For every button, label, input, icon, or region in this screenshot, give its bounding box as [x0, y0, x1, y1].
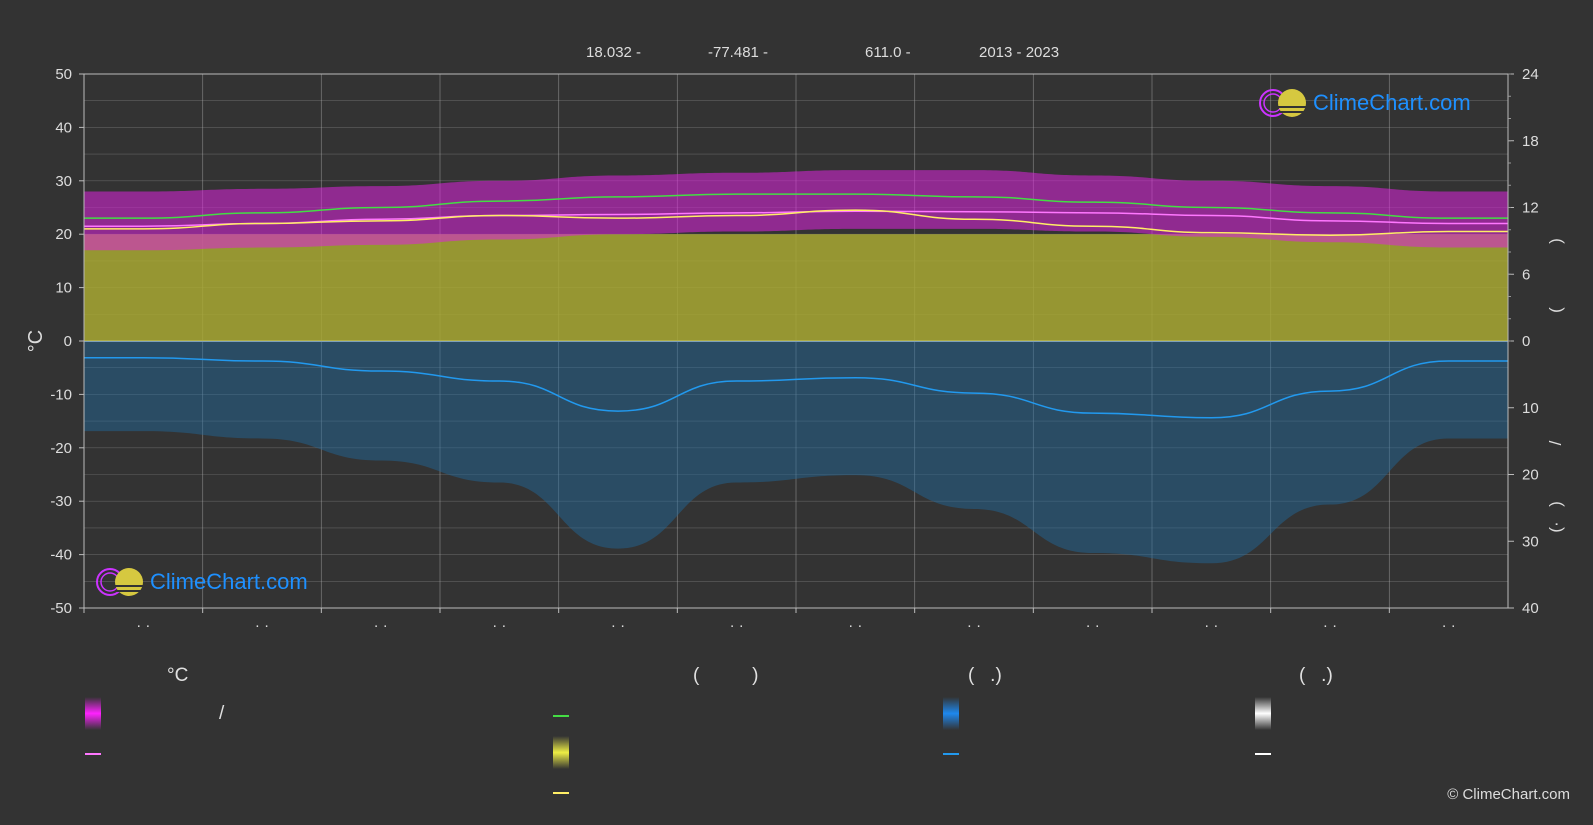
month-label: · ·: [848, 617, 862, 634]
left-tick-label: -20: [50, 440, 72, 457]
sunshine-line: [84, 209, 1508, 237]
right-axis-label: /: [1546, 440, 1565, 445]
max-temp-line: [84, 193, 1508, 219]
left-tick-label: -40: [50, 547, 72, 564]
right-bottom-tick-label: 20: [1522, 467, 1539, 484]
logo-text: ClimeChart.com: [1313, 90, 1471, 115]
copyright[interactable]: © ClimeChart.com: [1447, 786, 1570, 803]
legend-snow-swatch: [1255, 697, 1271, 730]
right-bottom-tick-label: 40: [1522, 600, 1539, 617]
left-tick-label: 0: [64, 333, 72, 350]
right-top-tick-label: 12: [1522, 200, 1539, 217]
logo-top[interactable]: ClimeChart.com: [1258, 86, 1488, 120]
right-bottom-tick-label: 30: [1522, 533, 1539, 550]
logo-icon: [1259, 89, 1306, 117]
month-label: · ·: [136, 617, 150, 634]
left-tick-label: 10: [55, 280, 72, 297]
right-top-tick-label: 0: [1522, 333, 1530, 350]
month-label: · ·: [730, 617, 744, 634]
right-axis-label: ): [1546, 238, 1565, 244]
month-label: · ·: [1086, 617, 1100, 634]
month-label: · ·: [611, 617, 625, 634]
month-label: · ·: [1204, 617, 1218, 634]
month-label: · ·: [374, 617, 388, 634]
data-bands: [84, 170, 1508, 564]
chart-axes: 50 40 30 20 10 0 -10 -20 -30 -40 -50 °C 24 18 12 6 0 10 20…: [25, 66, 1565, 634]
header-latitude: 18.032 -: [586, 44, 642, 61]
legend-sunshine-swatch: [553, 736, 569, 769]
right-axis-label: (·: [1546, 521, 1565, 532]
right-top-tick-label: 24: [1522, 66, 1539, 83]
legend-temp-heading: °C: [167, 665, 189, 686]
right-top-tick-label: 18: [1522, 133, 1539, 150]
header-years: 2013 - 2023: [979, 44, 1060, 61]
header-elevation: 611.0 -: [865, 44, 911, 61]
left-tick-label: -30: [50, 493, 72, 510]
temperature-range-band: [84, 170, 1508, 251]
month-label: · ·: [1323, 617, 1337, 634]
legend-sun-heading: ( ): [693, 665, 759, 686]
precipitation-band: [84, 341, 1508, 564]
legend-snow-heading: ( .): [1299, 665, 1333, 686]
left-axis-label: °C: [25, 330, 47, 352]
logo-text: ClimeChart.com: [150, 569, 308, 594]
left-tick-label: -50: [50, 600, 72, 617]
legend-swatches: [85, 697, 1271, 794]
logo-bottom[interactable]: ClimeChart.com: [95, 565, 325, 599]
precipitation-line: [83, 356, 1508, 419]
header-longitude: -77.481 -: [708, 44, 769, 61]
legend-rain-swatch: [943, 697, 959, 730]
right-top-tick-label: 6: [1522, 266, 1530, 283]
month-label: · ·: [1442, 617, 1456, 634]
month-label: · ·: [967, 617, 981, 634]
left-tick-label: 40: [55, 119, 72, 136]
left-tick-label: 30: [55, 173, 72, 190]
right-bottom-tick-label: 10: [1522, 400, 1539, 417]
left-tick-label: 20: [55, 226, 72, 243]
month-label: · ·: [255, 617, 269, 634]
month-label: · ·: [492, 617, 506, 634]
left-tick-label: -10: [50, 386, 72, 403]
sunshine-fill: [84, 234, 1508, 341]
logo-icon: [96, 568, 143, 596]
right-axis-label: ): [1546, 501, 1565, 507]
left-tick-label: 50: [55, 66, 72, 83]
legend-temp-range-swatch: [85, 697, 101, 730]
legend-rain-heading: ( .): [968, 665, 1002, 686]
right-axis-label: (: [1546, 307, 1565, 313]
data-lines: [83, 193, 1508, 419]
legend-slash: /: [219, 703, 225, 724]
